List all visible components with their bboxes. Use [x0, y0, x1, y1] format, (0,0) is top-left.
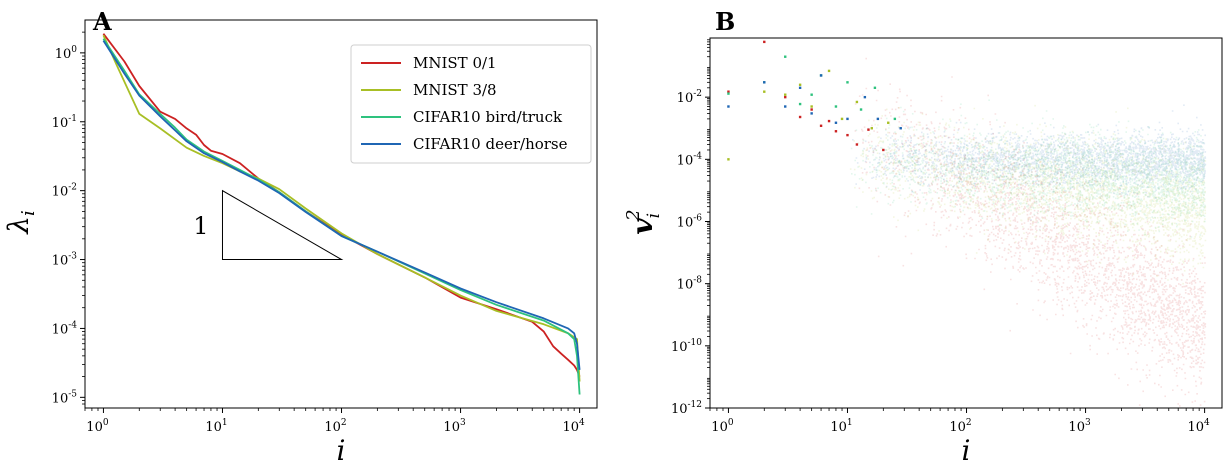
scatter-point-cifar10-bird-truck — [834, 105, 838, 108]
panel-b-y-tick-label: 10-6 — [677, 213, 703, 230]
scatter-point-mnist-0-1 — [867, 128, 870, 131]
scatter-point-cifar10-bird-truck — [893, 117, 897, 121]
panel-b-x-tick-label: 102 — [949, 418, 971, 435]
scatter-point-cifar10-deer-horse — [763, 81, 766, 84]
scatter-point-mnist-3-8 — [887, 121, 890, 124]
legend-label-mnist-0-1: MNIST 0/1 — [413, 54, 497, 72]
scatter-point-cifar10-deer-horse — [798, 86, 802, 89]
scatter-point-mnist-0-1 — [819, 124, 823, 127]
scatter-point-cifar10-bird-truck — [784, 55, 787, 58]
panel-a-legend: MNIST 0/1 MNIST 3/8 CIFAR10 bird/truck CIFA… — [350, 44, 592, 164]
panel-b-y-tick-label: 10-4 — [677, 151, 703, 168]
scatter-point-mnist-3-8 — [727, 158, 730, 161]
scatter-point-cifar10-deer-horse — [846, 117, 849, 121]
scatter-point-cifar10-bird-truck — [873, 86, 877, 89]
legend-label-cifar10-bird-truck: CIFAR10 bird/truck — [413, 108, 563, 126]
slope-label: 1 — [193, 212, 208, 240]
scatter-point-mnist-3-8 — [784, 93, 787, 96]
scatter-point-cifar10-deer-horse — [810, 112, 813, 115]
panel-b-y-tick-label: 10-8 — [677, 276, 703, 293]
panel-b-x-axis-label: i — [962, 434, 971, 465]
scatter-point-cifar10-deer-horse — [899, 127, 902, 130]
panel-b-axes: 100 101 102 103 104 10-12 10-10 10-8 10-6 10-4 10-… — [623, 39, 1210, 465]
scatter-point-mnist-0-1 — [846, 133, 849, 137]
scatter-point-mnist-3-8 — [810, 105, 813, 108]
panel-b-y-tick-label: 10-12 — [671, 400, 702, 417]
panel-a-axes: 100 101 102 103 104 10-5 10-4 10-3 10-2 10-1 100 i λ… — [2, 31, 585, 465]
scatter-point-cifar10-deer-horse — [876, 117, 880, 121]
panel-a-x-axis-label: i — [337, 434, 346, 465]
panel-a-y-tick-label: 10-5 — [52, 389, 78, 406]
panel-a-slope-triangle: 1 — [193, 189, 344, 261]
legend-box — [350, 44, 592, 164]
scatter-cloud-cifar10-bird-truck — [850, 99, 1206, 240]
panel-a-frame — [84, 19, 598, 409]
scatter-point-mnist-3-8 — [763, 90, 766, 93]
scatter-point-cifar10-bird-truck — [810, 93, 813, 96]
panel-a-y-tick-label: 10-4 — [52, 320, 78, 337]
scatter-point-cifar10-bird-truck — [859, 108, 863, 111]
scatter-point-mnist-0-1 — [810, 108, 813, 111]
panel-b-y-tick-label: 10-2 — [677, 89, 702, 106]
panel-b-plot-area — [727, 40, 1207, 407]
panel-a-letter: A — [92, 7, 112, 36]
scatter-point-mnist-3-8 — [870, 127, 873, 130]
scatter-point-cifar10-bird-truck — [727, 92, 730, 95]
panel-b-x-tick-label: 100 — [711, 418, 734, 435]
panel-b-letter: B — [715, 7, 735, 36]
scatter-point-mnist-0-1 — [763, 40, 766, 44]
series-line-mnist-3-8 — [102, 34, 581, 382]
panel-a-y-tick-label: 10-2 — [52, 183, 77, 200]
panel-b-y-axis-label: vi2 — [623, 209, 664, 234]
series-line-cifar10-deer-horse — [102, 40, 581, 370]
scatter-point-mnist-3-8 — [855, 100, 859, 104]
panel-a-x-tick-label: 104 — [562, 418, 585, 435]
panel-a-y-tick-label: 10-1 — [52, 114, 77, 131]
panel-a-x-tick-label: 103 — [443, 418, 466, 435]
scatter-point-mnist-3-8 — [798, 83, 802, 86]
panel-a-x-tick-label: 100 — [86, 418, 109, 435]
scatter-point-cifar10-bird-truck — [798, 102, 802, 106]
scatter-point-mnist-3-8 — [827, 69, 831, 73]
legend-label-mnist-3-8: MNIST 3/8 — [413, 81, 497, 99]
scatter-point-mnist-0-1 — [855, 143, 859, 146]
scatter-point-cifar10-deer-horse — [834, 121, 838, 124]
panel-a-y-tick-label: 100 — [55, 45, 78, 62]
panel-a-y-tick-label: 10-3 — [52, 252, 78, 269]
scatter-cloud-mnist-0-1 — [854, 57, 1207, 407]
scatter-point-mnist-3-8 — [840, 117, 844, 121]
panel-b-x-tick-label: 103 — [1068, 418, 1091, 435]
slope-triangle — [221, 189, 344, 261]
panel-b-y-tick-label: 10-10 — [671, 338, 702, 355]
scatter-point-mnist-0-1 — [727, 90, 730, 93]
scatter-point-mnist-0-1 — [834, 130, 838, 133]
panel-b-x-tick-label: 101 — [830, 418, 852, 435]
scatter-point-cifar10-deer-horse — [727, 105, 730, 108]
scatter-point-mnist-0-1 — [882, 148, 885, 152]
panel-a-chart: 100 101 102 103 104 10-5 10-4 10-3 10-2 10-1 100 i λ… — [2, 19, 598, 465]
panel-b-x-tick-label: 104 — [1187, 418, 1210, 435]
scatter-point-cifar10-deer-horse — [863, 95, 867, 99]
scatter-point-mnist-0-1 — [827, 119, 831, 123]
scatter-point-cifar10-deer-horse — [819, 74, 823, 77]
scatter-point-mnist-0-1 — [798, 115, 802, 119]
panel-a-plot-area — [102, 33, 581, 395]
scatter-cloud-mnist-3-8 — [849, 104, 1207, 285]
legend-label-cifar10-deer-horse: CIFAR10 deer/horse — [413, 135, 568, 153]
scatter-point-cifar10-bird-truck — [846, 81, 849, 84]
scatter-cloud-cifar10-deer-horse — [852, 104, 1207, 221]
scatter-point-mnist-0-1 — [784, 95, 787, 99]
scatter-point-cifar10-deer-horse — [784, 105, 787, 108]
panel-a-x-tick-label: 102 — [324, 418, 346, 435]
panel-b-chart: 100 101 102 103 104 10-12 10-10 10-8 10-6 10-4 10-… — [623, 37, 1223, 465]
panel-a-y-axis-label: λi — [2, 210, 39, 235]
panel-a-x-tick-label: 101 — [205, 418, 227, 435]
